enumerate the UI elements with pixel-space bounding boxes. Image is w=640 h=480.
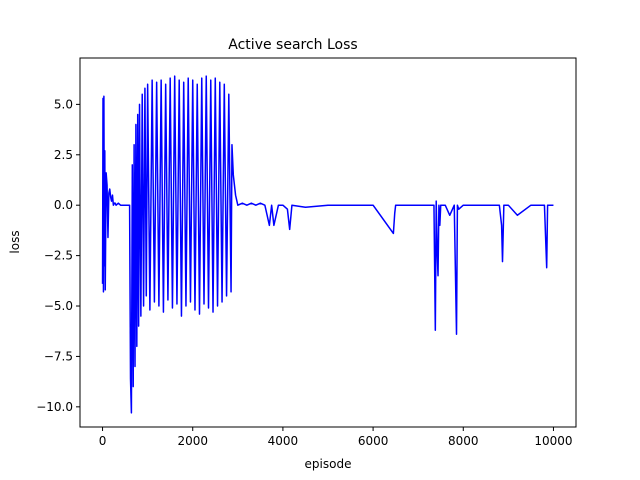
loss-series-line: [101, 75, 554, 414]
y-tick-label: 5.0: [54, 97, 73, 111]
x-axis-ticks: 0 2000 4000 6000 8000 10000: [99, 427, 573, 448]
x-axis-label: episode: [305, 457, 352, 471]
y-tick-label: −2.5: [44, 249, 73, 263]
x-tick-label: 8000: [448, 434, 479, 448]
y-tick-label: −10.0: [36, 400, 73, 414]
y-tick-label: 0.0: [54, 198, 73, 212]
chart-title: Active search Loss: [228, 37, 357, 53]
x-tick-label: 2000: [177, 434, 208, 448]
y-axis-ticks: −10.0 −7.5 −5.0 −2.5 0.0 2.5 5.0: [36, 97, 80, 414]
x-tick-label: 6000: [358, 434, 389, 448]
y-tick-label: 2.5: [54, 148, 73, 162]
y-tick-label: −5.0: [44, 299, 73, 313]
y-axis-label: loss: [8, 230, 22, 253]
x-tick-label: 4000: [268, 434, 299, 448]
plot-layer: [101, 75, 554, 414]
plot-frame: [79, 57, 577, 428]
x-tick-label: 0: [99, 434, 107, 448]
y-tick-label: −7.5: [44, 349, 73, 363]
x-tick-label: 10000: [534, 434, 572, 448]
